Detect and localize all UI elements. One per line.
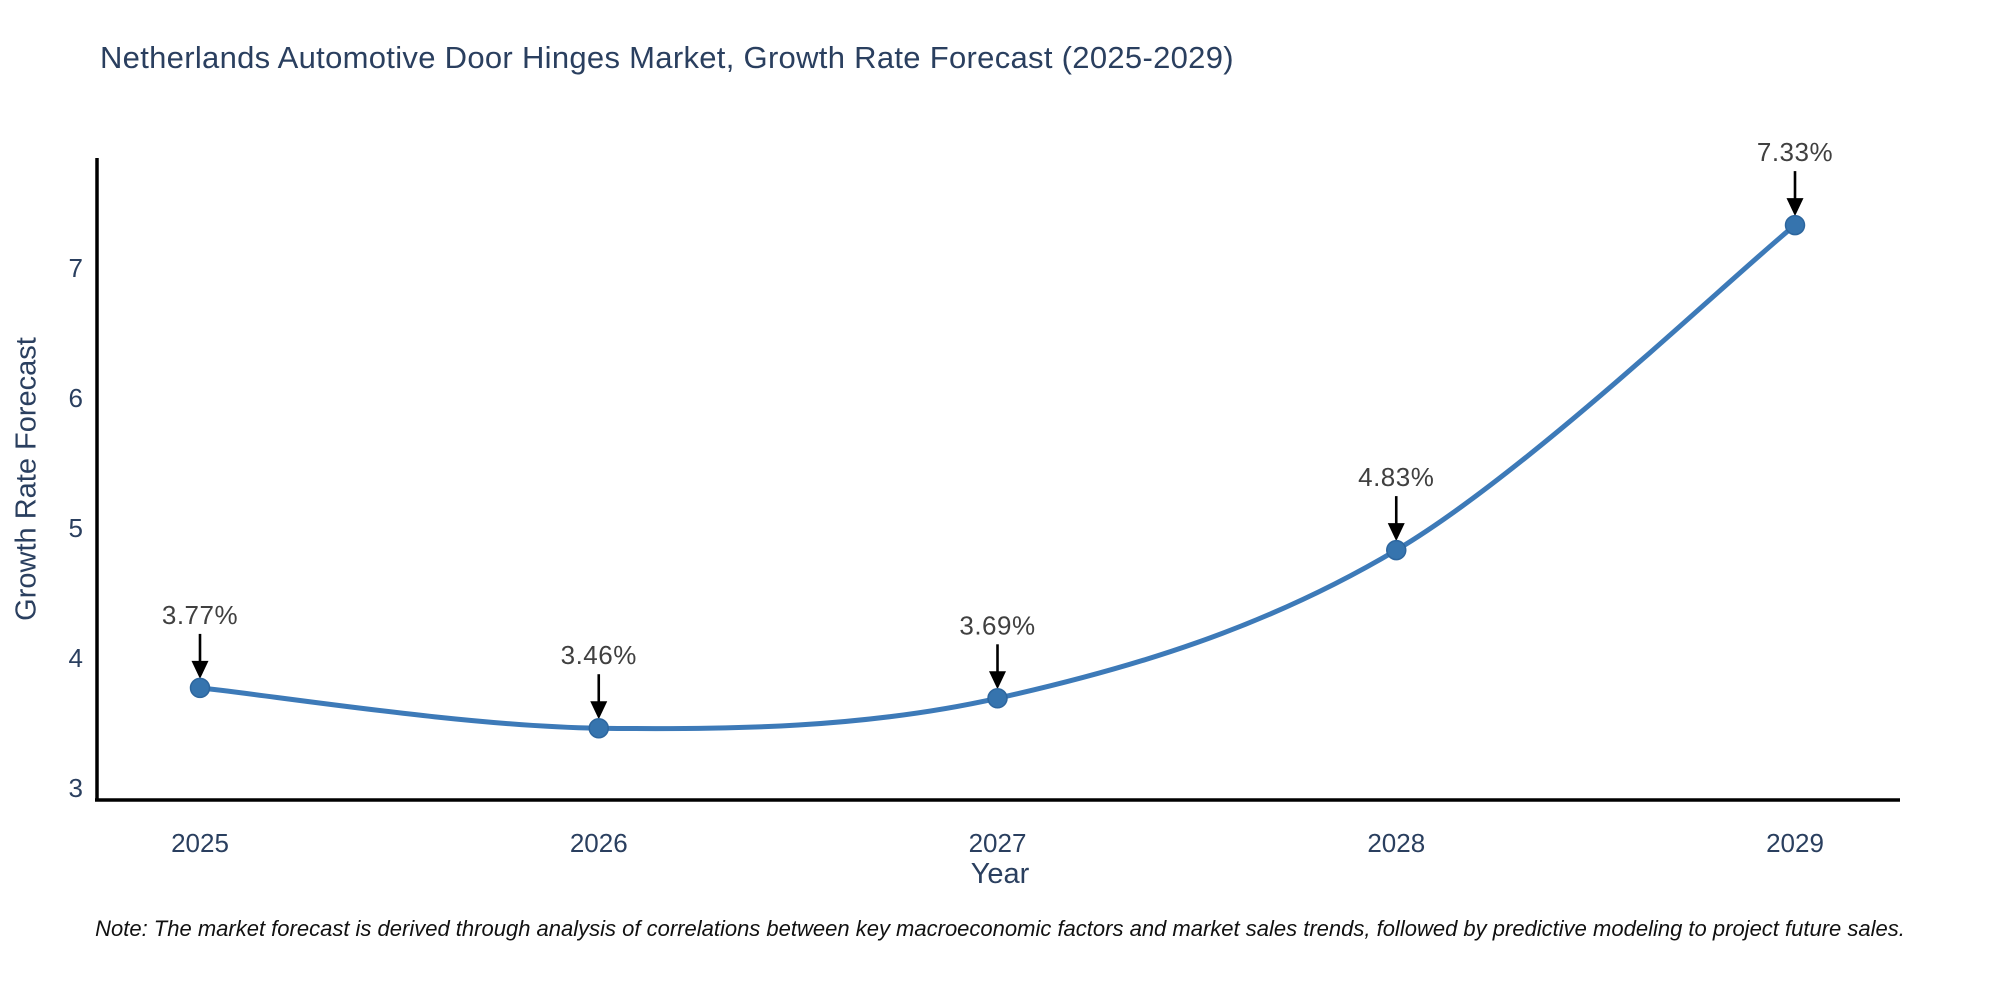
data-label: 3.77% xyxy=(162,600,238,630)
y-axis-title: Growth Rate Forecast xyxy=(10,337,43,621)
y-tick-label: 6 xyxy=(69,383,83,413)
data-point-marker xyxy=(189,677,211,699)
data-label: 3.46% xyxy=(561,640,637,670)
y-tick-label: 3 xyxy=(69,773,83,803)
y-tick-label: 4 xyxy=(69,643,83,673)
x-tick-label: 2029 xyxy=(1766,828,1824,858)
annotation-arrow-head xyxy=(989,671,1006,690)
y-tick-label: 7 xyxy=(69,253,83,283)
chart-title: Netherlands Automotive Door Hinges Marke… xyxy=(100,40,1234,75)
data-point-marker xyxy=(1386,539,1407,561)
data-point-marker xyxy=(1784,214,1806,236)
annotation-arrow-head xyxy=(1387,523,1405,542)
annotation-arrow-head xyxy=(191,660,209,679)
footnote: Note: The market forecast is derived thr… xyxy=(95,916,1905,941)
x-tick-label: 2026 xyxy=(570,828,628,858)
x-tick-label: 2027 xyxy=(969,828,1027,858)
data-label: 4.83% xyxy=(1358,462,1434,492)
data-label: 3.69% xyxy=(959,610,1035,640)
x-axis-title: Year xyxy=(970,858,1030,890)
data-point-marker xyxy=(987,688,1008,709)
annotation-arrow-head xyxy=(1786,198,1804,217)
data-point-marker xyxy=(588,717,609,739)
y-tick-label: 5 xyxy=(69,513,83,543)
data-label: 7.33% xyxy=(1757,137,1833,167)
annotation-arrow-head xyxy=(590,701,608,720)
x-tick-label: 2028 xyxy=(1367,828,1425,858)
x-tick-label: 2025 xyxy=(171,828,229,858)
